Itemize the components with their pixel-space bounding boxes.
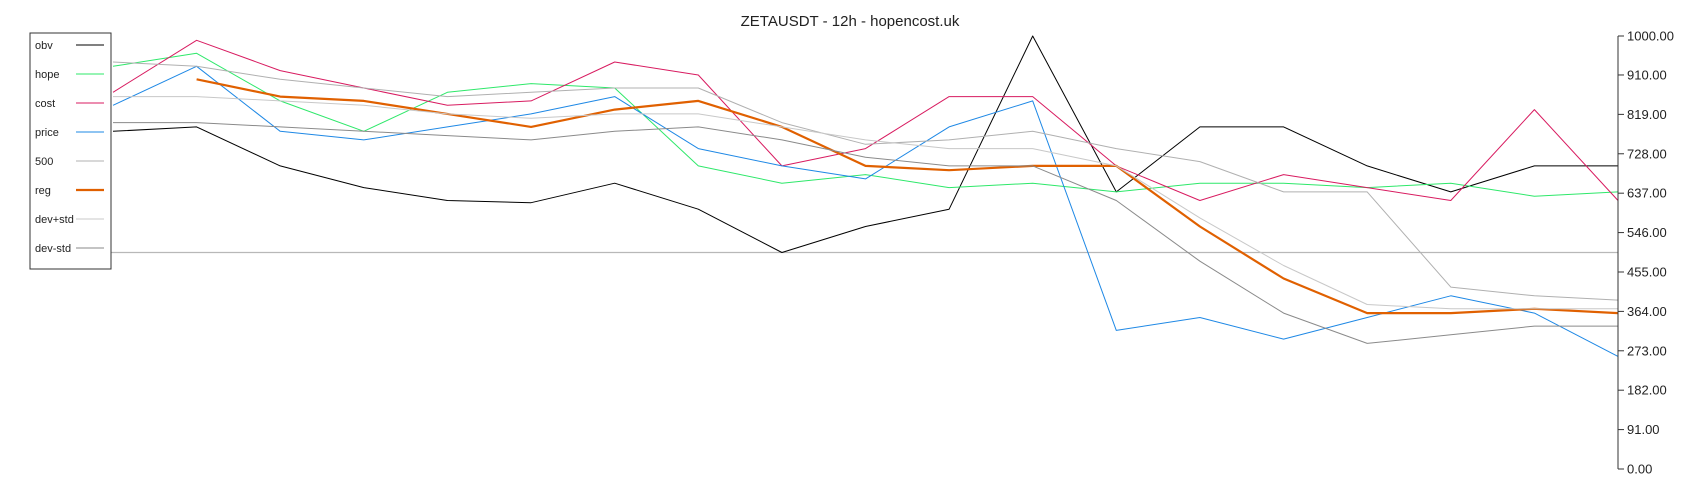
y-tick-label: 910.00 <box>1627 67 1667 82</box>
series-line-obv <box>112 35 1618 253</box>
legend-label: hope <box>35 69 59 81</box>
y-tick-label: 182.00 <box>1627 383 1667 398</box>
y-tick-label: 364.00 <box>1627 304 1667 319</box>
legend-label: dev+std <box>35 214 74 226</box>
legend-label: reg <box>35 185 51 197</box>
y-tick-label: 91.00 <box>1627 422 1660 437</box>
legend-box <box>29 32 112 270</box>
legend-label: dev-std <box>35 243 71 255</box>
legend-label: cost <box>35 98 55 110</box>
y-tick-label: 0.00 <box>1627 462 1652 477</box>
series-layer <box>110 35 1619 357</box>
series-line-dev-std <box>113 96 1618 310</box>
y-tick-label: 728.00 <box>1627 146 1667 161</box>
legend-label: 500 <box>35 156 53 168</box>
series-line-price <box>112 65 1619 357</box>
y-tick-label: 637.00 <box>1627 186 1667 201</box>
y-axis: 0.00 91.00 182.00 273.00 364.00 455.00 546.00 6… <box>1617 29 1674 477</box>
series-line-dev-std <box>113 122 1618 344</box>
y-tick-label: 819.00 <box>1627 107 1667 122</box>
legend: obv hope cost price 500 reg dev+std dev-std <box>29 32 112 270</box>
chart-title: ZETAUSDT - 12h - hopencost.uk <box>741 13 960 30</box>
legend-label: price <box>35 127 59 139</box>
series-line-reg <box>196 78 1619 315</box>
y-tick-label: 455.00 <box>1627 264 1667 279</box>
y-tick-label: 273.00 <box>1627 343 1667 358</box>
series-line-500 <box>112 61 1619 301</box>
legend-label: obv <box>35 40 53 52</box>
y-tick-label: 1000.00 <box>1627 29 1674 44</box>
y-tick-label: 546.00 <box>1627 225 1667 240</box>
